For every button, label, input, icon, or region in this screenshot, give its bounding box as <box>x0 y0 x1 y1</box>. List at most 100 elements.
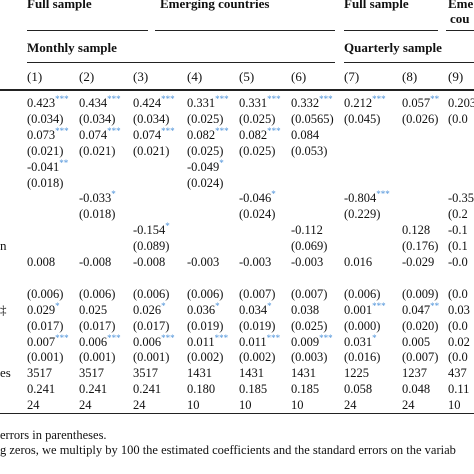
table-cell: 0.03 <box>448 303 470 317</box>
cell-value: 0.026 <box>133 302 162 317</box>
table-cell: 0.007*** <box>27 333 69 349</box>
cell-value: (0.009) <box>402 286 439 301</box>
table-cell: 0.048 <box>402 382 430 396</box>
table-cell: 0.025 <box>79 303 107 317</box>
header-emerging-partial: Eme <box>448 0 474 11</box>
table-cell: -0.112 <box>291 223 323 237</box>
cell-value: 24 <box>133 398 146 413</box>
table-cell: (0.024) <box>239 207 275 221</box>
table-cell: 10 <box>291 398 304 412</box>
cell-value: 0.084 <box>291 127 320 142</box>
table-cell: (0.2 <box>448 207 468 221</box>
cell-value: -0.35 <box>448 191 474 206</box>
table-cell: 0.026* <box>133 301 166 317</box>
table-cell: (0.025) <box>291 319 327 333</box>
cell-value: 0.11 <box>448 382 470 397</box>
cell-value: 1431 <box>239 366 264 381</box>
cell-value: 24 <box>79 398 92 413</box>
table-cell: 0.001*** <box>344 301 386 317</box>
table-cell: 0.074*** <box>133 126 175 142</box>
table-cell: (0.034) <box>133 112 169 126</box>
cell-value: (0.006) <box>133 286 170 301</box>
rule-table-bottom <box>0 413 474 414</box>
table-cell: (0.001) <box>27 350 63 364</box>
cell-value: 24 <box>402 398 415 413</box>
significance-stars: * <box>111 189 116 200</box>
cell-value: 0.038 <box>291 302 320 317</box>
table-cell: 24 <box>79 398 92 412</box>
cell-value: (0.002) <box>239 350 276 365</box>
column-number: (5) <box>239 69 255 84</box>
table-cell: (0.019) <box>187 319 223 333</box>
table-cell: (0.034) <box>27 112 63 126</box>
cell-value: (0.006) <box>27 286 64 301</box>
table-cell: 1237 <box>402 366 427 380</box>
table-cell: -0.008 <box>133 255 165 269</box>
cell-value: 0.241 <box>79 382 108 397</box>
cell-value: (0.053) <box>291 143 328 158</box>
cell-value: (0.017) <box>27 318 64 333</box>
table-cell: 0.006*** <box>79 333 121 349</box>
cell-value: 0.006 <box>133 334 162 349</box>
footnote-2: g zeros, we multiply by 100 the estimate… <box>0 443 456 457</box>
cell-value: 0.009 <box>291 334 320 349</box>
cell-value: 0.128 <box>402 223 431 238</box>
table-cell: 10 <box>187 398 200 412</box>
table-cell: (0.0 <box>448 350 468 364</box>
table-cell: (0.021) <box>79 144 115 158</box>
table-cell: (0.001) <box>79 350 115 364</box>
table-cell: -0.003 <box>239 255 271 269</box>
table-cell: 0.180 <box>187 382 215 396</box>
column-number: (3) <box>133 69 149 84</box>
table-cell: (0.024) <box>187 176 223 190</box>
cell-value: -0.003 <box>187 255 220 269</box>
cell-value: (0.176) <box>402 239 439 254</box>
significance-stars: *** <box>107 125 121 136</box>
cell-value: (0.021) <box>79 143 116 158</box>
cell-value: (0.034) <box>27 111 64 126</box>
cell-value: -0.046 <box>239 191 272 206</box>
cell-value: 3517 <box>27 366 52 381</box>
footnote-1: errors in parentheses. <box>0 428 107 442</box>
significance-stars: * <box>215 300 220 311</box>
cell-value: 0.005 <box>402 334 431 349</box>
column-number: (1) <box>27 69 43 84</box>
table-cell: 0.332*** <box>291 94 333 110</box>
table-cell: 24 <box>402 398 415 412</box>
table-cell: (0.009) <box>402 287 438 301</box>
cell-value: (0.025) <box>187 111 224 126</box>
table-cell: (0.002) <box>239 350 275 364</box>
cell-value: 0.057 <box>402 96 431 110</box>
table-cell: (0.025) <box>239 144 275 158</box>
table-cell: (0.017) <box>133 319 169 333</box>
table-cell: 0.02 <box>448 335 470 349</box>
table-cell: 0.011*** <box>239 333 280 349</box>
column-number: (8) <box>402 69 418 84</box>
cell-value: (0.006) <box>187 286 224 301</box>
cell-value: 0.03 <box>448 302 470 317</box>
rule-header-bottom <box>0 89 474 91</box>
table-cell: 0.057** <box>402 94 439 110</box>
table-cell: 0.084 <box>291 128 319 142</box>
cell-value: 0.074 <box>79 127 108 142</box>
table-cell: -0.008 <box>79 255 111 269</box>
cell-value: 10 <box>187 398 200 413</box>
column-number: (2) <box>79 69 95 84</box>
table-cell: 0.203 <box>448 96 474 110</box>
rule-emerging <box>155 30 335 31</box>
table-cell: -0.154* <box>133 222 170 238</box>
table-cell: 0.074*** <box>79 125 121 142</box>
cell-value: 0.423 <box>27 96 56 110</box>
cell-value: (0.003) <box>291 350 328 365</box>
table-cell: 0.029* <box>27 301 60 317</box>
table-cell: 0.185 <box>291 382 319 396</box>
cell-value: 0.001 <box>344 302 373 317</box>
table-cell: (0.002) <box>187 350 223 364</box>
table-cell: 0.058 <box>344 382 372 396</box>
table-cell: -0.049* <box>187 158 224 174</box>
table-cell: 1225 <box>344 366 369 380</box>
table-cell: -0.046* <box>239 190 276 206</box>
table-cell: (0.018) <box>79 207 115 221</box>
table-cell: 1431 <box>187 366 212 380</box>
table-cell: 0.006*** <box>133 333 175 349</box>
